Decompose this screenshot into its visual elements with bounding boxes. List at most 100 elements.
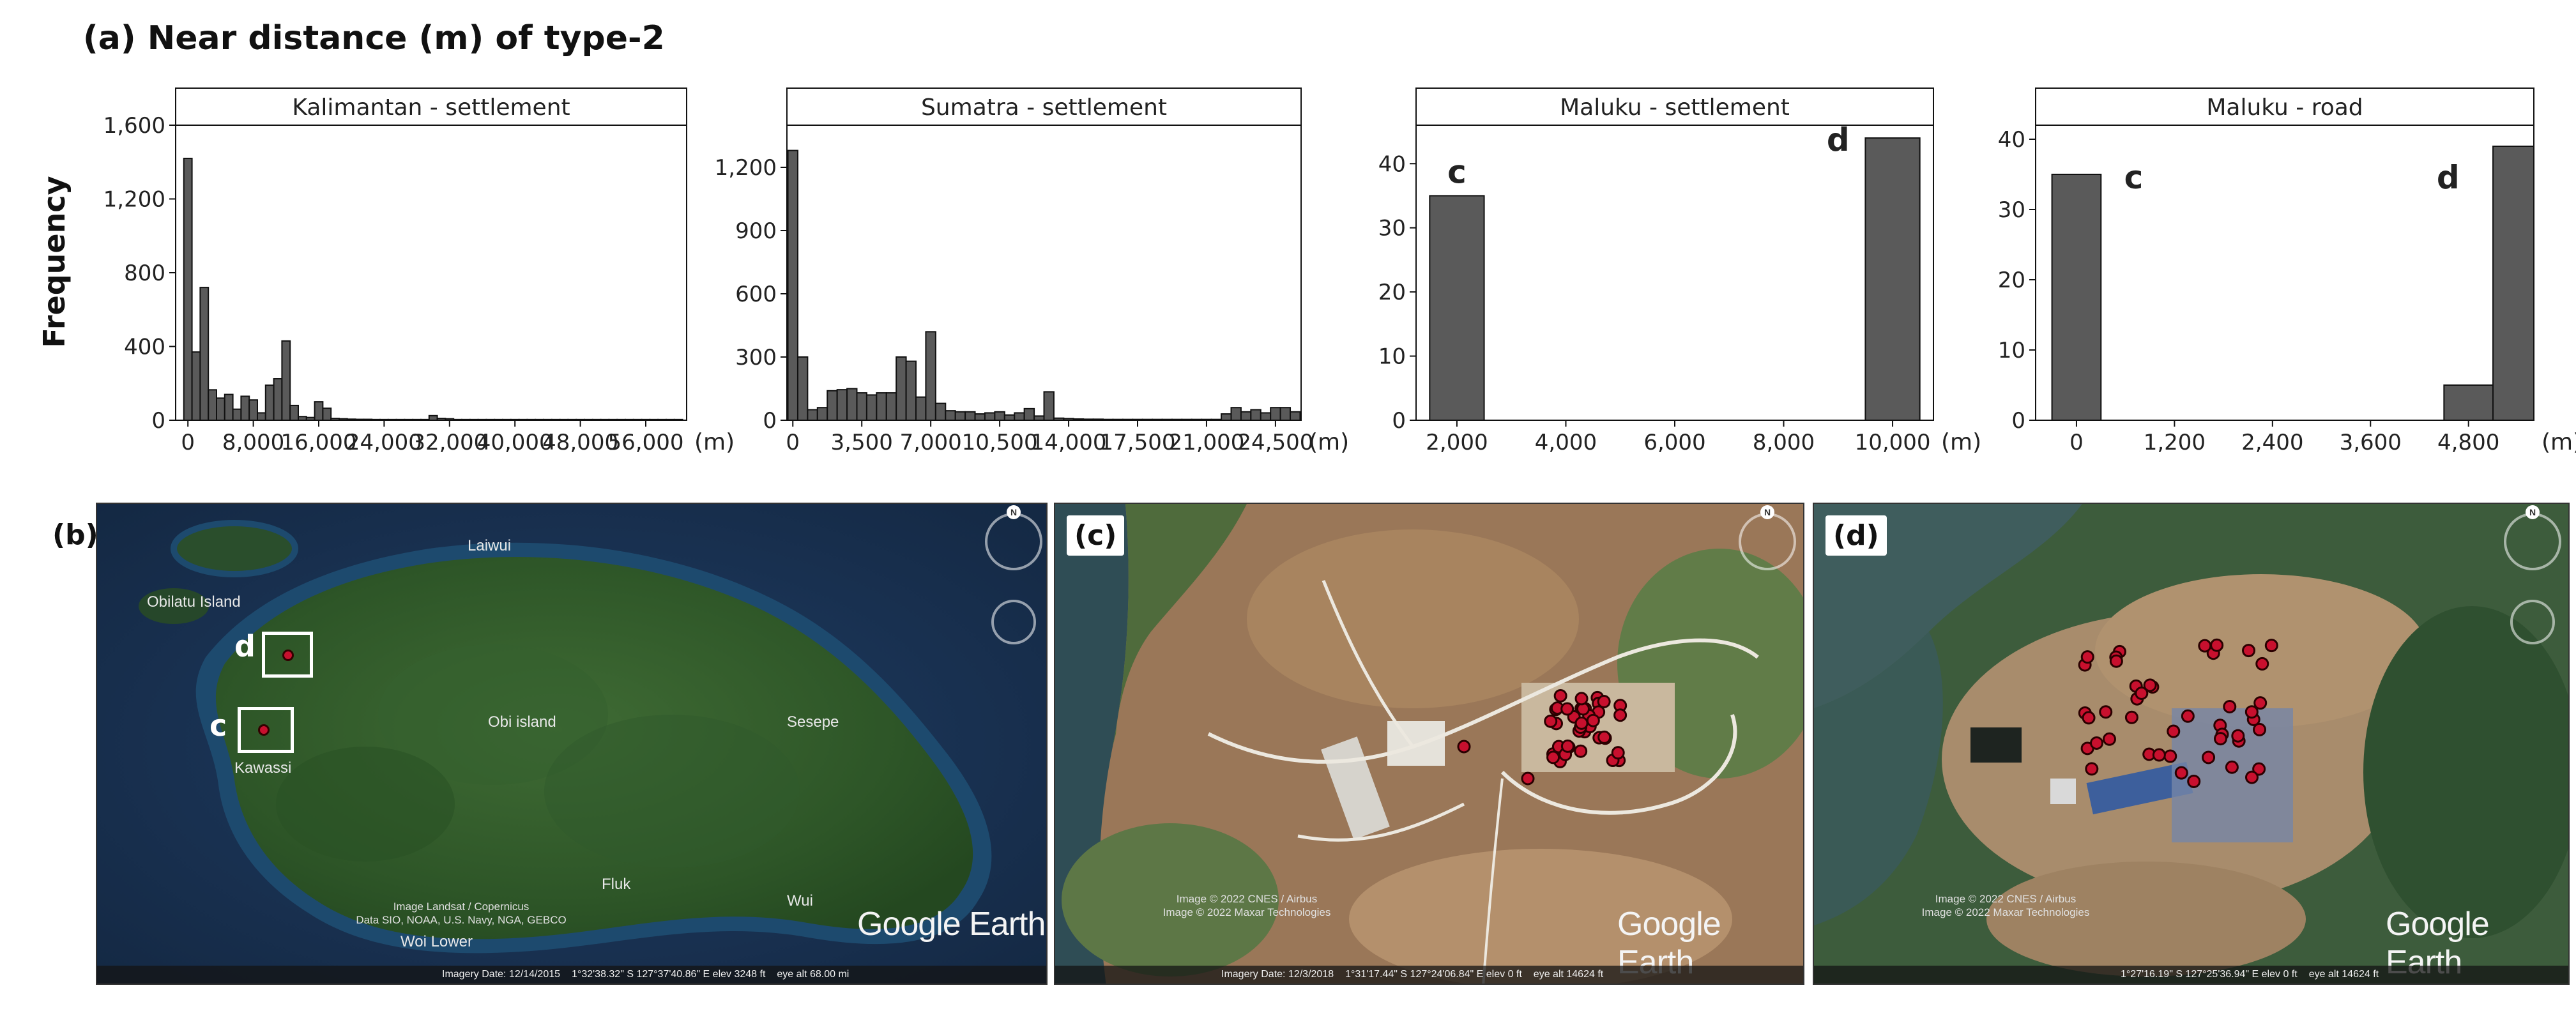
histogram-bar bbox=[856, 392, 867, 422]
x-tick-label: 24,500 bbox=[1237, 430, 1313, 455]
x-tick-label: 3,600 bbox=[2340, 430, 2402, 455]
panel-c-letter: (c) bbox=[1067, 515, 1125, 556]
histogram-bar bbox=[994, 411, 1005, 421]
histogram-bar bbox=[1221, 413, 1232, 422]
place-label-kawassi: Kawassi bbox=[234, 759, 292, 777]
x-tick-label: 4,800 bbox=[2437, 430, 2499, 455]
histogram-bar bbox=[314, 401, 324, 421]
histogram-bar bbox=[232, 408, 242, 421]
bar-annotation-d: d bbox=[1827, 121, 1850, 158]
box-letter-d: d bbox=[234, 629, 255, 664]
map-panel-c-settlement-site[interactable]: (c) N Image © 2022 CNES / Airbus Image ©… bbox=[1054, 503, 1804, 985]
histogram-bar bbox=[298, 416, 307, 421]
compass-ring[interactable] bbox=[2504, 513, 2561, 570]
place-label-sesepe: Sesepe bbox=[787, 713, 839, 731]
site-marker bbox=[2080, 650, 2094, 664]
site-marker bbox=[2244, 705, 2259, 719]
x-tick-label: 56,000 bbox=[608, 430, 684, 455]
x-unit-label: (m) bbox=[1941, 429, 1981, 455]
settlement-markers-c bbox=[1457, 689, 1627, 786]
compass-north-icon: N bbox=[1007, 505, 1021, 519]
compass-ring[interactable] bbox=[1739, 513, 1796, 570]
histogram-bar bbox=[964, 411, 976, 421]
site-marker bbox=[1560, 739, 1574, 753]
site-marker bbox=[2198, 639, 2212, 653]
x-tick-label: 21,000 bbox=[1168, 430, 1244, 455]
site-marker bbox=[2253, 722, 2267, 736]
histogram-bar bbox=[248, 399, 258, 421]
y-tick-label: 600 bbox=[735, 282, 777, 307]
x-tick-label: 10,500 bbox=[962, 430, 1038, 455]
google-earth-logo: Google Earth bbox=[857, 906, 1046, 943]
histogram-bar bbox=[281, 340, 291, 421]
map-panel-b-obi-island[interactable]: Laiwui Obilatu Island Obi island Sesepe … bbox=[96, 503, 1048, 985]
histogram-bar bbox=[183, 157, 193, 421]
site-marker bbox=[1544, 714, 1558, 728]
compass-north-icon: N bbox=[2526, 505, 2540, 519]
histogram-bar bbox=[436, 418, 446, 421]
histogram-kalimantan-settlement: Kalimantan - settlement 0 400 800 1,200 1,600… bbox=[103, 87, 735, 455]
y-tick-label: 10 bbox=[1378, 344, 1406, 370]
site-marker bbox=[2187, 774, 2201, 788]
imagery-credits: Image © 2022 CNES / Airbus Image © 2022 … bbox=[1921, 893, 2090, 918]
plot-frame bbox=[2035, 125, 2534, 421]
site-marker bbox=[1574, 716, 1589, 730]
look-joystick[interactable] bbox=[2510, 600, 2555, 644]
x-tick-label: 6,000 bbox=[1643, 430, 1705, 455]
histogram-bar bbox=[322, 407, 332, 422]
bar-annotation-c: c bbox=[1447, 153, 1467, 190]
histogram-bar bbox=[191, 351, 201, 422]
histogram-sumatra-settlement: Sumatra - settlement 0 300 600 900 1,200 0 3,50… bbox=[715, 87, 1349, 455]
plot-frame bbox=[1415, 125, 1934, 421]
site-marker bbox=[2223, 700, 2237, 714]
histogram-bar bbox=[1279, 407, 1292, 422]
histogram-bar bbox=[954, 411, 966, 421]
histogram-bar bbox=[330, 418, 340, 421]
place-label-fluk: Fluk bbox=[602, 876, 631, 893]
histogram-bar bbox=[1063, 418, 1074, 421]
histogram-bar bbox=[339, 418, 348, 422]
place-label-wui: Wui bbox=[787, 892, 813, 909]
histogram-bar bbox=[945, 410, 956, 421]
site-marker bbox=[1613, 708, 1627, 722]
site-marker bbox=[2202, 750, 2216, 764]
x-tick-label: 17,500 bbox=[1100, 430, 1176, 455]
x-tick-label: 10,000 bbox=[1855, 430, 1931, 455]
histogram-bar bbox=[305, 416, 316, 422]
histogram-bar bbox=[257, 412, 266, 422]
site-marker bbox=[1611, 746, 1625, 760]
site-marker bbox=[1597, 695, 1611, 709]
look-joystick[interactable] bbox=[991, 600, 1036, 644]
strip-label: Maluku - road bbox=[2206, 95, 2363, 121]
histogram-bar bbox=[1033, 415, 1045, 422]
site-marker bbox=[1597, 730, 1612, 744]
site-marker bbox=[2082, 711, 2096, 725]
histogram-bar bbox=[1014, 412, 1025, 422]
selection-box-c[interactable] bbox=[238, 707, 294, 753]
y-tick-label: 0 bbox=[151, 408, 165, 434]
histogram-bar bbox=[1083, 418, 1094, 421]
compass-ring[interactable] bbox=[985, 513, 1042, 570]
histogram-bar bbox=[934, 402, 947, 422]
y-tick-label: 30 bbox=[1378, 216, 1406, 241]
selection-box-d[interactable] bbox=[262, 632, 313, 678]
y-tick-label: 400 bbox=[124, 335, 165, 360]
map-status-bar: 1°27'16.19" S 127°25'36.94" E elev 0 ft e… bbox=[1814, 966, 2568, 984]
x-tick-label: 14,000 bbox=[1031, 430, 1107, 455]
site-marker bbox=[1586, 713, 1600, 727]
y-tick-label: 1,200 bbox=[715, 155, 777, 181]
x-tick-label: 8,000 bbox=[222, 430, 284, 455]
histogram-bar bbox=[1023, 407, 1035, 422]
place-label-obi-island: Obi island bbox=[488, 713, 556, 731]
histogram-bar bbox=[1043, 391, 1055, 422]
site-marker bbox=[2135, 686, 2149, 700]
y-tick-label: 30 bbox=[1998, 197, 2025, 223]
histogram-bar bbox=[787, 149, 798, 421]
histogram-bar bbox=[896, 356, 907, 421]
x-tick-label: 32,000 bbox=[411, 430, 487, 455]
histogram-maluku-road: Maluku - road 0 10 20 30 40 0 1,200 2,400 3,600 4,… bbox=[1998, 87, 2576, 455]
panel-b-letter: (b) bbox=[52, 519, 98, 551]
site-marker bbox=[2264, 639, 2278, 653]
site-marker bbox=[1457, 740, 1471, 754]
map-panel-d-settlement-site[interactable]: (d) N Image © 2022 CNES / Airbus Image ©… bbox=[1813, 503, 2570, 985]
